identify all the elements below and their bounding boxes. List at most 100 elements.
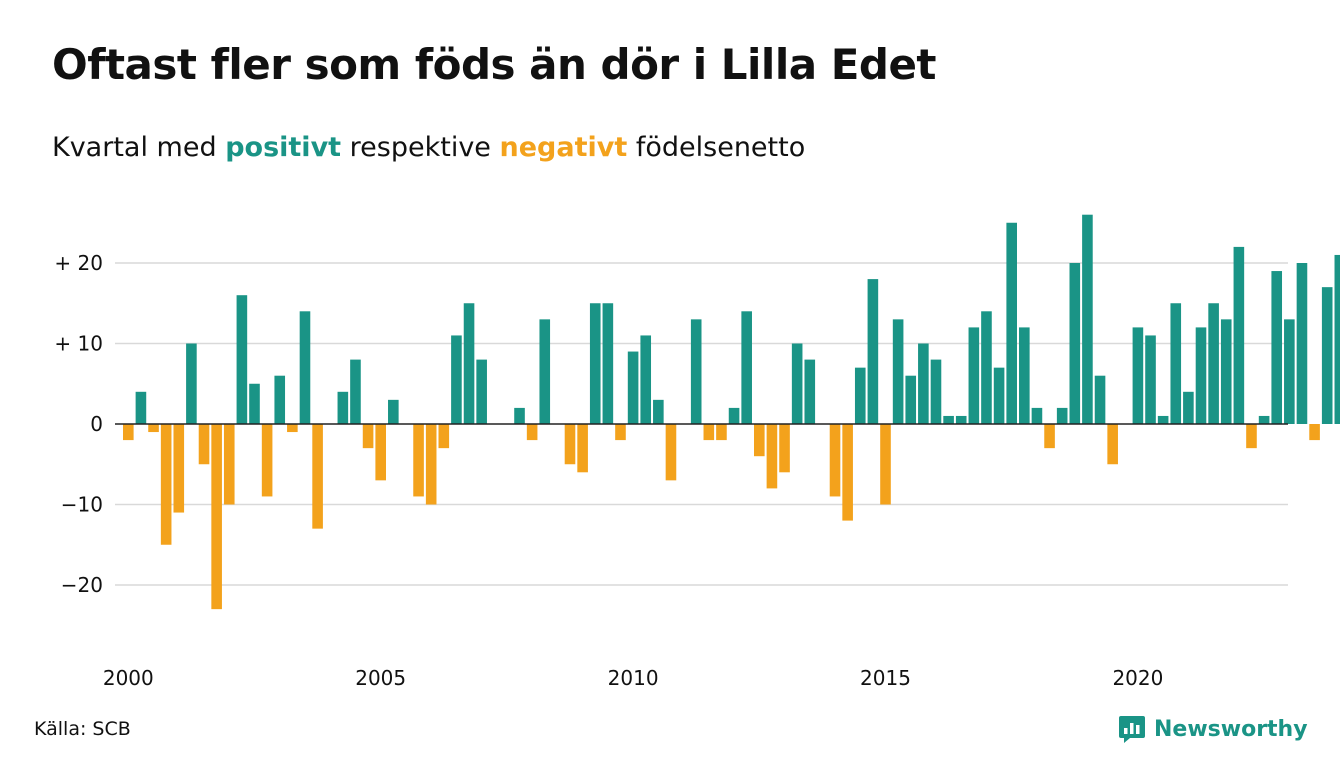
bar-negative bbox=[779, 424, 790, 473]
bar-positive bbox=[350, 359, 361, 424]
bar-positive bbox=[602, 303, 614, 424]
bar-negative bbox=[615, 424, 626, 441]
bar-positive bbox=[1233, 246, 1245, 424]
bar-negative bbox=[123, 424, 134, 441]
bar-chart: + 20 + 10 0 −10 −20 2000 2005 2010 2015 2020 bbox=[54, 214, 1340, 690]
bar-positive bbox=[741, 311, 752, 424]
bar-negative bbox=[703, 424, 715, 441]
chart-title: Oftast fler som föds än dör i Lilla Edet bbox=[52, 40, 937, 89]
bar-positive bbox=[1195, 327, 1207, 424]
bar-positive bbox=[804, 359, 816, 424]
bar-positive bbox=[968, 327, 980, 424]
bar-positive bbox=[1006, 222, 1017, 424]
bar-positive bbox=[299, 311, 311, 424]
bar-positive bbox=[1056, 407, 1068, 424]
bar-negative bbox=[160, 424, 172, 545]
y-tick-label: −20 bbox=[61, 573, 103, 597]
bar-negative bbox=[665, 424, 677, 481]
bar-positive bbox=[854, 367, 866, 424]
y-tick-label: + 10 bbox=[54, 332, 103, 356]
bar-positive bbox=[791, 343, 803, 424]
bar-positive bbox=[905, 375, 917, 424]
bar-negative bbox=[716, 424, 727, 441]
bar-positive bbox=[1296, 263, 1308, 424]
bar-positive bbox=[1094, 375, 1106, 424]
bar-negative bbox=[312, 424, 323, 529]
bar-negative bbox=[287, 424, 298, 433]
subtitle-middle: respektive bbox=[349, 132, 491, 163]
bar-negative bbox=[198, 424, 210, 465]
bar-positive bbox=[463, 303, 475, 424]
bar-negative bbox=[1107, 424, 1118, 465]
y-tick-label: + 20 bbox=[54, 251, 103, 275]
bar-positive bbox=[955, 415, 967, 424]
bar-positive bbox=[918, 343, 929, 424]
bar-positive bbox=[1082, 214, 1093, 424]
bar-negative bbox=[564, 424, 576, 465]
bar-positive bbox=[274, 375, 286, 424]
bar-negative bbox=[766, 424, 778, 489]
bar-positive bbox=[539, 319, 551, 424]
axes: + 20 + 10 0 −10 −20 2000 2005 2010 2015 2020 bbox=[54, 251, 1288, 690]
bar-negative bbox=[261, 424, 273, 497]
bar-negative bbox=[1309, 424, 1320, 441]
subtitle-negative-word: negativt bbox=[499, 132, 628, 163]
bar-positive bbox=[135, 391, 147, 424]
x-tick-label: 2010 bbox=[608, 666, 659, 690]
bar-positive bbox=[388, 399, 399, 424]
y-tick-label: −10 bbox=[61, 493, 103, 517]
bar-positive bbox=[186, 343, 197, 424]
bar-positive bbox=[249, 383, 260, 424]
bar-positive bbox=[981, 311, 992, 424]
bar-negative bbox=[1044, 424, 1055, 449]
bar-positive bbox=[337, 391, 349, 424]
bar-positive bbox=[1132, 327, 1144, 424]
bar-positive bbox=[1284, 319, 1295, 424]
bar-negative bbox=[842, 424, 853, 521]
y-tick-label: 0 bbox=[90, 412, 103, 436]
chart-subtitle: Kvartal med positivt respektive negativt… bbox=[52, 132, 805, 163]
x-tick-label: 2020 bbox=[1112, 666, 1163, 690]
bar-positive bbox=[640, 335, 652, 424]
bar-negative bbox=[223, 424, 235, 505]
bar-positive bbox=[1031, 407, 1043, 424]
bar-positive bbox=[892, 319, 904, 424]
bar-negative bbox=[425, 424, 437, 505]
bar-positive bbox=[451, 335, 462, 424]
bar-positive bbox=[1183, 391, 1194, 424]
bar-negative bbox=[577, 424, 588, 473]
bar-negative bbox=[362, 424, 374, 449]
bar-positive bbox=[930, 359, 942, 424]
bar-positive bbox=[653, 399, 664, 424]
bar-negative bbox=[173, 424, 185, 513]
x-tick-label: 2015 bbox=[860, 666, 911, 690]
bar-positive bbox=[690, 319, 702, 424]
bar-negative bbox=[754, 424, 765, 457]
bar-negative bbox=[375, 424, 386, 481]
subtitle-positive-word: positivt bbox=[225, 132, 342, 163]
bar-positive bbox=[627, 351, 639, 424]
bar-positive bbox=[1220, 319, 1232, 424]
bar-positive bbox=[514, 407, 525, 424]
bar-positive bbox=[1170, 303, 1182, 424]
newsworthy-logo-icon bbox=[1119, 716, 1145, 743]
bar-negative bbox=[148, 424, 159, 433]
x-tick-label: 2000 bbox=[103, 666, 154, 690]
brand-name: Newsworthy bbox=[1154, 716, 1308, 742]
bar-positive bbox=[1069, 263, 1081, 424]
bar-negative bbox=[829, 424, 841, 497]
bar-positive bbox=[589, 303, 601, 424]
bar-positive bbox=[1258, 415, 1270, 424]
bar-positive bbox=[476, 359, 487, 424]
bar-negative bbox=[880, 424, 891, 505]
bar-positive bbox=[1321, 287, 1333, 424]
bar-positive bbox=[993, 367, 1005, 424]
bar-positive bbox=[1271, 271, 1283, 424]
bar-negative bbox=[526, 424, 538, 441]
bar-positive bbox=[943, 415, 954, 424]
bar-positive bbox=[236, 295, 248, 424]
bar-negative bbox=[211, 424, 222, 610]
subtitle-prefix: Kvartal med bbox=[52, 132, 217, 163]
bar-positive bbox=[728, 407, 740, 424]
bar-positive bbox=[867, 279, 879, 424]
